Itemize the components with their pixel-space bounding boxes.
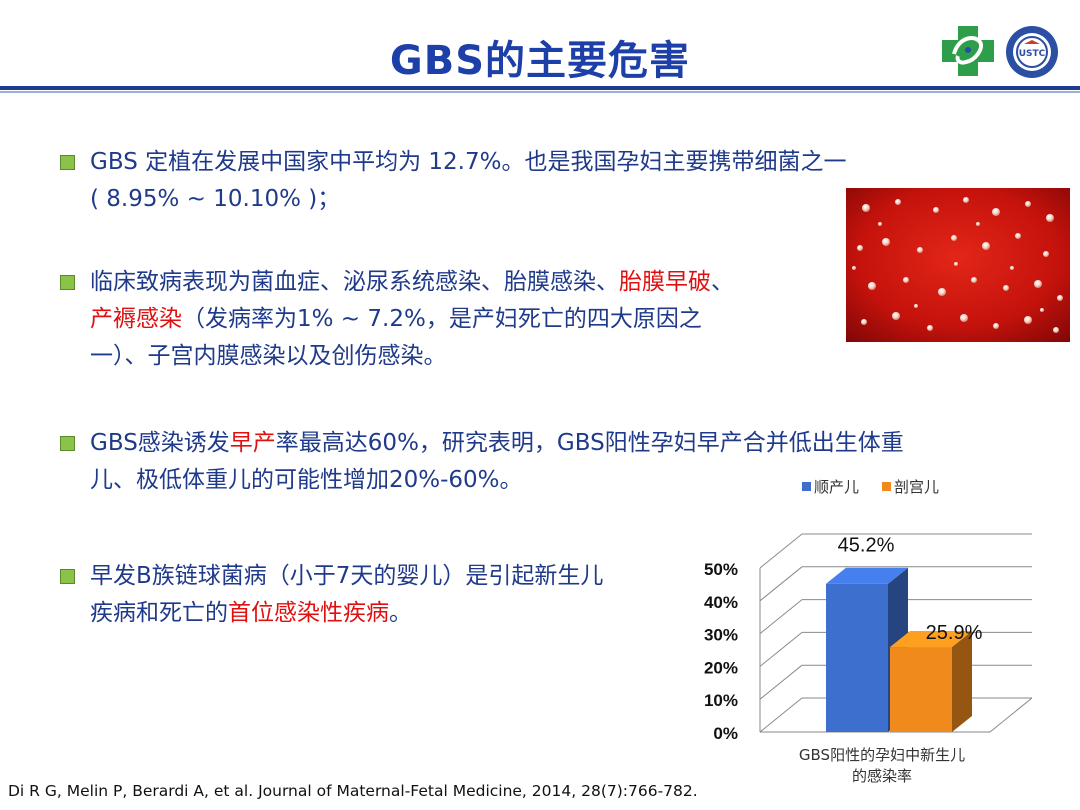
university-seal-logo: USTC xyxy=(1006,26,1058,78)
y-tick-label: 20% xyxy=(704,658,738,677)
bar-top xyxy=(890,631,972,648)
citation: Di R G, Melin P, Berardi A, et al. Journ… xyxy=(8,782,698,800)
bacteria-colony-photo xyxy=(846,188,1070,342)
x-category-label: GBS阳性的孕妇中新生儿 xyxy=(799,746,965,764)
bar-vaginal-birth xyxy=(826,583,888,732)
y-tick-label: 0% xyxy=(713,724,738,743)
bullet-text: 临床致病表现为菌血症、泌尿系统感染、胎膜感染、 xyxy=(90,269,619,295)
y-tick-label: 50% xyxy=(704,560,738,579)
legend-swatch xyxy=(882,482,891,491)
bullet-square-icon xyxy=(60,569,75,584)
legend-label: 顺产儿 xyxy=(814,478,859,496)
bullet-text: GBS 定植在发展中国家中平均为 12.7%。也是我国孕妇主要携带细菌之一 xyxy=(90,149,847,175)
bar-cesarean-birth xyxy=(890,647,952,732)
bullet-preterm-birth: GBS感染诱发早产率最高达60%，研究表明，GBS阳性孕妇早产合并低出生体重儿、… xyxy=(60,425,1065,499)
y-tick-label: 30% xyxy=(704,626,738,645)
bullet-square-icon xyxy=(60,436,75,451)
bullet-text: ( 8.95% ~ 10.10% )； xyxy=(90,186,341,212)
bullet-clinical-manifestations: 临床致病表现为菌血症、泌尿系统感染、胎膜感染、胎膜早破、产褥感染（发病率为1% … xyxy=(60,264,850,375)
data-label: 45.2% xyxy=(838,535,895,557)
bullet-text: 率最高达60%，研究表明，GBS阳性孕妇早产合并低出生体重 xyxy=(275,430,904,456)
page-title: GBS的主要危害 xyxy=(389,38,691,84)
header-rule xyxy=(0,86,1080,90)
bar-top xyxy=(826,567,908,584)
legend-label: 剖宫儿 xyxy=(894,478,939,496)
bullet-text: 疾病和死亡的 xyxy=(90,600,228,626)
highlight-text: 首位感染性疾病 xyxy=(228,600,389,626)
x-category-label: 的感染率 xyxy=(852,767,912,785)
bullet-text: 儿、极低体重儿的可能性增加20%-60%。 xyxy=(90,467,523,493)
y-tick-label: 40% xyxy=(704,593,738,612)
highlight-text: 早产 xyxy=(229,430,276,456)
bar-side xyxy=(952,631,972,732)
data-label: 25.9% xyxy=(926,622,983,644)
legend-swatch xyxy=(802,482,811,491)
header-rule-thin xyxy=(0,91,1080,93)
bullet-early-onset-disease: 早发B族链球菌病（小于7天的婴儿）是引起新生儿 疾病和死亡的首位感染性疾病。 xyxy=(60,558,730,632)
hospital-cross-logo xyxy=(940,24,996,78)
bullet-text: （发病率为1% ~ 7.2%，是产妇死亡的四大原因之 xyxy=(182,306,702,332)
highlight-text: 产褥感染 xyxy=(90,306,182,332)
highlight-text: 胎膜早破 xyxy=(619,269,711,295)
y-tick-label: 10% xyxy=(704,691,738,710)
seal-text: USTC xyxy=(1019,49,1046,59)
bullet-text: GBS感染诱发 xyxy=(90,430,230,456)
bullet-text: 一）、子宫内膜感染以及创伤感染。 xyxy=(90,343,447,369)
bullet-text: 早发B族链球菌病（小于7天的婴儿）是引起新生儿 xyxy=(90,563,604,589)
bullet-text: 。 xyxy=(389,600,412,626)
bullet-square-icon xyxy=(60,275,75,290)
bullet-text: 、 xyxy=(711,269,734,295)
infection-rate-chart: 0% 10% 20% 30% 40% 50% 45.2% 25.9% 顺产儿 剖宫儿 GBS阳… xyxy=(704,478,1033,785)
bullet-square-icon xyxy=(60,155,75,170)
bullet-gbs-colonization: GBS 定植在发展中国家中平均为 12.7%。也是我国孕妇主要携带细菌之一 ( 8… xyxy=(60,144,970,218)
